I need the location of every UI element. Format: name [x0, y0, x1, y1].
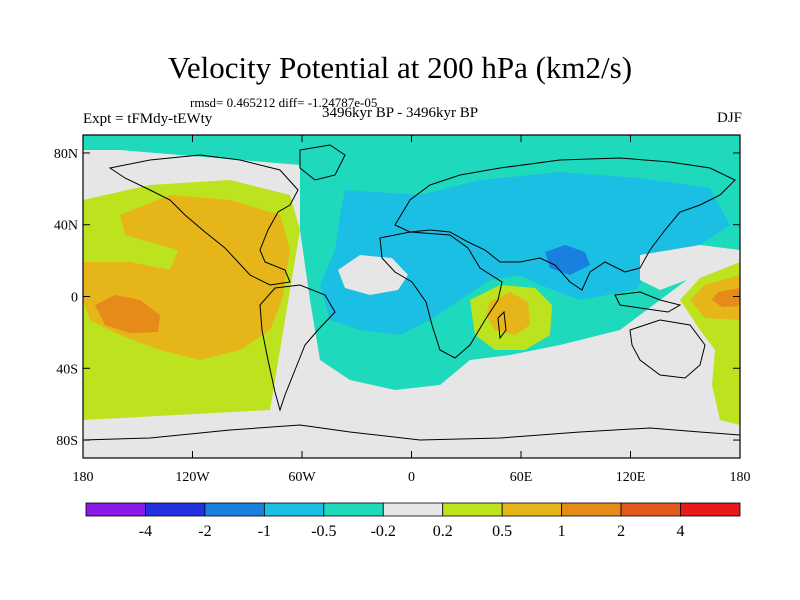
colorbar-swatch	[561, 502, 622, 517]
colorbar-swatch	[204, 502, 265, 517]
colorbar	[85, 502, 741, 517]
colorbar-swatch	[85, 502, 146, 517]
coastline-madagascar	[497, 310, 507, 340]
coastline-eurasia	[394, 157, 736, 291]
colorbar-swatch	[323, 502, 384, 517]
contour-madagascar-inner	[486, 292, 530, 335]
colorbar-label: 1	[558, 523, 566, 540]
x-tick-label: 180	[73, 470, 94, 485]
x-tick-label: 120E	[616, 470, 646, 485]
latitude-tick-labels: 80N 40N 0 40S 80S	[54, 147, 78, 449]
experiment-label: Expt = tFMdy-tEWty	[83, 111, 213, 127]
colorbar-swatch	[442, 502, 503, 517]
coastlines	[83, 144, 740, 441]
colorbar-swatch	[620, 502, 681, 517]
coastline-north-america	[108, 154, 299, 286]
contour-south-asia-minimum	[545, 245, 590, 275]
y-tick-label: 80S	[56, 434, 78, 449]
colorbar-swatch	[680, 502, 741, 517]
coastline-africa	[379, 231, 503, 359]
colorbar-swatch	[263, 502, 325, 517]
y-tick-label: 80N	[54, 147, 78, 162]
rmsd-diff-stats: rmsd= 0.465212 diff= -1.24787e-05	[190, 95, 378, 110]
colorbar-swatch	[501, 502, 563, 517]
axis-ticks	[82, 135, 741, 458]
colorbar-label: -2	[198, 523, 211, 540]
y-tick-label: 40N	[54, 219, 78, 234]
colorbar-swatch	[145, 502, 206, 517]
coastline-indonesia	[614, 291, 682, 313]
plot-title: Velocity Potential at 200 hPa (km2/s)	[167, 50, 633, 85]
contour-pacific-maximum	[95, 295, 160, 333]
colorbar-label: -0.2	[371, 523, 396, 540]
contour-west-pacific-core	[712, 288, 740, 307]
x-tick-label: 0	[408, 470, 415, 485]
y-tick-label: 40S	[56, 362, 78, 377]
contour-atlantic-neutral	[338, 255, 408, 295]
coastline-greenland	[299, 144, 346, 181]
colorbar-label: 0.2	[433, 523, 453, 540]
x-tick-label: 60W	[288, 470, 316, 485]
x-tick-label: 60E	[510, 470, 533, 485]
filled-contours	[83, 135, 740, 458]
colorbar-label: -0.5	[311, 523, 336, 540]
time-range-label: 3496kyr BP - 3496kyr BP	[322, 105, 479, 121]
season-label: DJF	[716, 110, 742, 126]
contour-pacific-neutral-west	[640, 245, 740, 290]
coastline-antarctica	[83, 424, 740, 441]
longitude-tick-labels: 180 120W 60W 0 60E 120E 180	[73, 470, 751, 485]
coastline-australia	[629, 319, 706, 379]
contour-arctic-negative	[83, 135, 300, 165]
y-tick-label: 0	[71, 291, 78, 306]
x-tick-label: 120W	[175, 470, 210, 485]
x-tick-label: 180	[730, 470, 751, 485]
contour-asia-negative	[320, 172, 730, 335]
colorbar-swatch	[382, 502, 444, 517]
colorbar-label: 2	[617, 523, 625, 540]
coastline-south-america	[259, 284, 336, 412]
colorbar-label: 0.5	[492, 523, 512, 540]
colorbar-label: 4	[677, 523, 685, 540]
colorbar-labels: -4 -2 -1 -0.5 -0.2 0.2 0.5 1 2 4	[139, 523, 685, 540]
colorbar-label: -4	[139, 523, 152, 540]
colorbar-label: -1	[258, 523, 271, 540]
